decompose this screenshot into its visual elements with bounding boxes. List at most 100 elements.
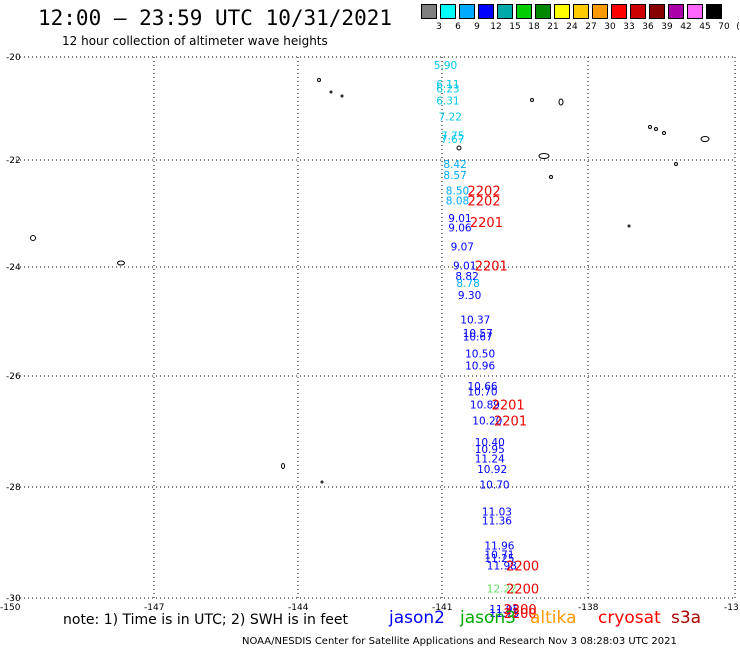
wave-height-value: 10.67 [463,332,493,344]
wave-height-value: 11.98 [487,561,517,573]
wave-height-value: 10.50 [465,349,495,361]
observation-time-label: 2200 [506,560,539,575]
wave-height-value: 6.23 [436,83,459,95]
wave-height-value: 10.70 [480,479,510,491]
observation-time-label: 2201 [492,398,525,413]
wave-height-value: 12.22 [487,583,517,595]
legend-label: 45 [699,22,711,32]
island-outlines [30,78,710,484]
island [558,98,564,106]
observation-time-label: 2201 [494,415,527,430]
legend-label: 33 [623,22,635,32]
page-subtitle: 12 hour collection of altimeter wave hei… [62,34,328,48]
legend-label: 27 [585,22,597,32]
island [456,145,462,151]
island [30,235,36,241]
wave-height-value: 10.40 [475,437,505,449]
lat-label: -24 [6,263,21,273]
wave-height-observations: 5.90 6.116.236.31 7.22 7.757.67 8.428.57 8.50… [434,60,519,620]
lon-label: -13 [724,603,739,613]
wave-height-value: 10.92 [477,464,507,476]
wave-height-value: 11.95 [489,604,519,616]
wave-height-value: 9.06 [448,222,472,234]
island [538,153,550,159]
footer-credit: NOAA/NESDIS Center for Satellite Applica… [242,636,677,647]
satellite-s3a: s3a [671,608,702,628]
legend-swatch [611,4,627,19]
satellite-jason3: jason3 [460,608,516,628]
legend-label: 42 [680,22,692,32]
legend-label: 39 [661,22,673,32]
lon-label: -144 [288,603,309,613]
legend-swatch [459,4,475,19]
island [627,224,631,228]
legend-swatch [630,4,646,19]
island [329,90,333,94]
wave-height-value: 6.31 [436,95,459,107]
island [662,131,666,135]
observation-time-label: 2202 [468,194,501,209]
legend-swatch [497,4,513,19]
island [317,78,321,82]
lon-label: -138 [578,603,599,613]
wave-height-value: 10.66 [468,381,498,393]
lat-label: -30 [6,594,21,604]
wave-height-value: 7.22 [439,112,462,124]
wave-height-value: 10.95 [475,444,505,456]
legend-label: (ft) [736,22,740,32]
legend-label: 3 [436,22,442,32]
observation-time-label: 2200 [504,607,537,622]
observation-time-label: 2201 [470,216,503,231]
wave-height-value: 11.96 [484,541,514,553]
lat-lon-grid [12,56,736,599]
observation-time-label: 2202 [468,185,501,200]
satellite-jason2: jason2 [389,608,445,628]
legend-label: 12 [490,22,502,32]
longitude-labels: -150 -147 -144 -141 -138 -13 [0,603,739,613]
wave-height-value: 8.57 [443,170,466,182]
legend-label: 30 [604,22,616,32]
lat-label: -22 [6,156,21,166]
legend-swatch [668,4,684,19]
island [549,175,553,179]
island [281,463,285,469]
wave-height-value: 10.57 [463,328,493,340]
wave-height-value: 9.30 [458,290,481,302]
observation-time-label: 2200 [506,582,539,597]
island [674,162,678,166]
island [648,125,652,129]
legend-label: 9 [474,22,480,32]
wave-height-value: 9.07 [451,241,474,253]
wave-height-value: 8.50 [446,186,469,198]
legend-swatch [573,4,589,19]
wave-height-value: 8.82 [455,271,478,283]
lon-label: -147 [144,603,164,613]
legend-swatch [687,4,703,19]
wave-height-value: 7.67 [441,134,464,146]
legend-swatch [440,4,456,19]
legend-swatch [478,4,494,19]
wave-height-value: 8.42 [443,159,466,171]
wave-height-value: 10.96 [465,360,495,372]
island [530,98,534,102]
wave-height-value: 6.11 [436,79,459,91]
legend-label: 21 [547,22,559,32]
lat-label: -26 [6,372,21,382]
satellite-cryosat: cryosat [598,608,661,628]
wave-height-value: 10.71 [484,550,514,562]
legend-label: 70 [718,22,730,32]
island [340,94,344,98]
wave-height-value: 11.75 [489,608,519,620]
wave-height-value: 7.75 [441,130,464,142]
wave-height-value: 11.03 [482,506,512,518]
wave-height-value: 9.01 [448,213,471,225]
lat-label: -20 [6,53,21,63]
wave-height-value: 11.36 [482,516,512,528]
legend-swatch [706,4,722,19]
island [117,260,125,266]
wave-height-value: 11.24 [475,453,505,465]
latitude-labels: -20 -22 -24 -26 -28 -30 [6,53,21,604]
legend-swatch [592,4,608,19]
